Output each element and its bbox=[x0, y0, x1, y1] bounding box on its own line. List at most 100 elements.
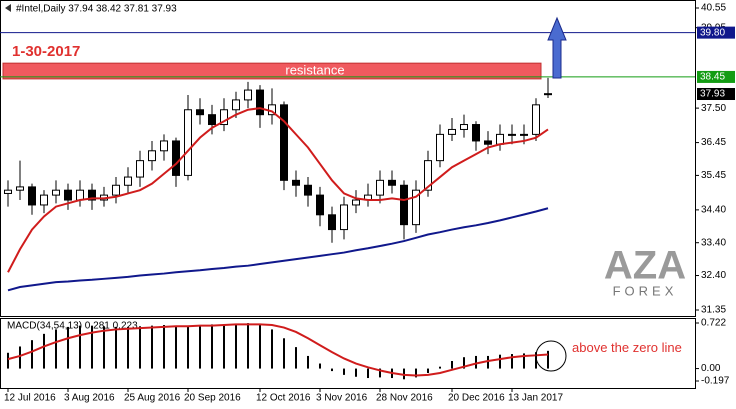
resistance-label: resistance bbox=[285, 62, 344, 77]
candle-body bbox=[472, 124, 480, 142]
candle-body bbox=[124, 176, 132, 186]
macd-bar bbox=[331, 368, 333, 372]
macd-bar bbox=[367, 368, 369, 379]
moving-average bbox=[7, 107, 549, 273]
macd-bar bbox=[259, 324, 261, 369]
macd-bar bbox=[187, 325, 189, 369]
macd-bar bbox=[223, 324, 225, 369]
level-label: 38.45 bbox=[700, 72, 725, 83]
candle-body bbox=[484, 140, 492, 145]
candle-body bbox=[412, 189, 420, 226]
x-tick-label: 20 Sep 2016 bbox=[184, 393, 241, 404]
macd-bar bbox=[199, 325, 201, 369]
candle-body bbox=[352, 199, 360, 206]
y-tick-label: 0.00 bbox=[701, 363, 721, 374]
moving-average bbox=[7, 207, 549, 292]
macd-bar bbox=[211, 324, 213, 369]
macd-bar bbox=[535, 352, 537, 369]
candle-body bbox=[316, 194, 324, 216]
y-tick-label: 0.722 bbox=[701, 318, 726, 329]
marks: 40.5539.9537.5036.4535.4534.4033.4032.40… bbox=[0, 3, 735, 404]
x-tick-label: 25 Aug 2016 bbox=[124, 393, 181, 404]
macd-bar bbox=[427, 368, 429, 373]
candle-body bbox=[208, 114, 216, 126]
y-tick-label: 31.35 bbox=[701, 305, 726, 316]
x-tick-label: 3 Nov 2016 bbox=[316, 393, 368, 404]
macd-bar bbox=[499, 354, 501, 369]
macd-bar bbox=[547, 350, 549, 369]
date-annotation: 1-30-2017 bbox=[12, 43, 80, 60]
candle-body bbox=[376, 179, 384, 196]
macd-title: MACD(34,54,13) 0.281 0.223 bbox=[7, 321, 138, 332]
candle-body bbox=[28, 186, 36, 206]
candle-body bbox=[16, 186, 24, 191]
macd-bar bbox=[67, 326, 69, 369]
y-tick-label: 35.45 bbox=[701, 170, 726, 181]
last-price-label: 37.93 bbox=[700, 89, 725, 100]
macd-bar bbox=[295, 347, 297, 369]
macd-bar bbox=[175, 325, 177, 369]
macd-bar bbox=[7, 352, 9, 369]
macd-bar bbox=[31, 340, 33, 369]
resistance-zone bbox=[2, 62, 542, 80]
header-icon bbox=[5, 4, 11, 12]
chart-title: #Intel,Daily 37.94 38.42 37.81 37.93 bbox=[16, 4, 177, 15]
y-tick-label: 36.45 bbox=[701, 137, 726, 148]
macd-bar bbox=[343, 368, 345, 375]
candle-body bbox=[532, 104, 540, 135]
macd-bar bbox=[319, 363, 321, 369]
y-tick-label: -0.197 bbox=[701, 376, 730, 387]
candle-body bbox=[160, 140, 168, 152]
highlight-circle bbox=[535, 340, 567, 372]
candle-body bbox=[280, 104, 288, 181]
candle-body bbox=[172, 140, 180, 176]
last-price-box bbox=[697, 88, 735, 101]
candle-body bbox=[232, 99, 240, 111]
candle-body bbox=[388, 179, 396, 186]
macd-bar bbox=[43, 333, 45, 369]
candle-body bbox=[304, 184, 312, 196]
candle-body bbox=[496, 133, 504, 145]
candle-body bbox=[76, 189, 84, 201]
candle-body bbox=[52, 189, 60, 196]
x-tick-label: 20 Dec 2016 bbox=[448, 393, 505, 404]
x-tick-label: 13 Jan 2017 bbox=[508, 393, 563, 404]
macd-bar bbox=[151, 325, 153, 369]
macd-bar bbox=[235, 323, 237, 369]
macd-bar bbox=[475, 355, 477, 369]
y-tick-label: 34.40 bbox=[701, 205, 726, 216]
macd-bar bbox=[355, 368, 357, 377]
candle-body bbox=[136, 160, 144, 178]
macd-bar bbox=[439, 366, 441, 369]
macd-panel bbox=[0, 318, 696, 389]
macd-bar bbox=[523, 353, 525, 369]
macd-bar bbox=[55, 329, 57, 369]
y-tick-label: 33.40 bbox=[701, 237, 726, 248]
candle-body bbox=[460, 124, 468, 130]
macd-bar bbox=[487, 355, 489, 369]
up-arrow bbox=[547, 16, 567, 79]
candle-body bbox=[508, 133, 516, 136]
y-tick-label: 40.55 bbox=[701, 3, 726, 14]
candle-body bbox=[196, 109, 204, 116]
macd-bar bbox=[127, 326, 129, 369]
candle-body bbox=[328, 214, 336, 231]
candle-body bbox=[544, 93, 552, 96]
macd-bar bbox=[115, 326, 117, 369]
candle-body bbox=[88, 189, 96, 201]
macd-bar bbox=[283, 338, 285, 369]
macd-bar bbox=[271, 329, 273, 369]
candle-body bbox=[520, 133, 528, 136]
macd-bar bbox=[91, 325, 93, 369]
candle-body bbox=[64, 189, 72, 201]
macd-bar bbox=[103, 326, 105, 369]
macd-bar bbox=[139, 326, 141, 369]
watermark-mark: AZA bbox=[604, 244, 686, 288]
macd-annotation: above the zero line bbox=[572, 340, 682, 355]
y-tick-label: 37.50 bbox=[701, 103, 726, 114]
macd-bar bbox=[451, 360, 453, 369]
candle-body bbox=[40, 194, 48, 206]
level-box bbox=[697, 70, 735, 83]
level-box bbox=[697, 26, 735, 39]
